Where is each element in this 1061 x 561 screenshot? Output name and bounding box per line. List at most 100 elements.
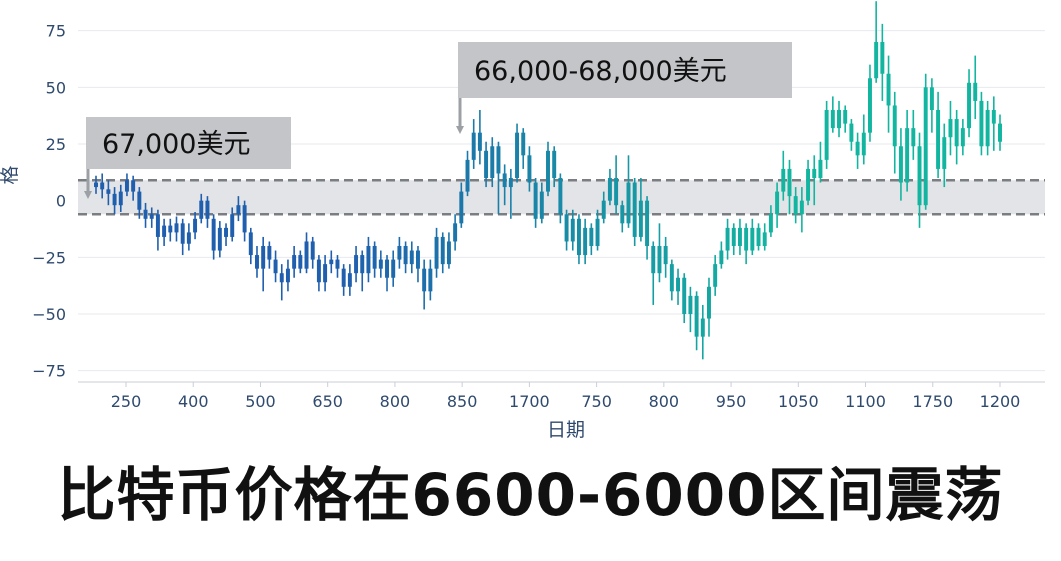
candle-body	[273, 259, 278, 274]
candle-body	[193, 218, 198, 233]
candle	[230, 207, 235, 242]
candle-body	[942, 137, 947, 169]
candle-body	[292, 255, 297, 269]
candle	[979, 91, 984, 156]
candle-body	[446, 241, 451, 265]
candle	[713, 255, 718, 296]
candle-body	[434, 236, 439, 269]
candle-body	[954, 119, 959, 147]
candle	[508, 168, 513, 219]
candle	[799, 187, 804, 233]
candles	[94, 1, 1002, 360]
candle	[372, 241, 377, 278]
x-tick-label: 400	[178, 392, 209, 411]
candle	[515, 123, 520, 183]
candle-body	[149, 214, 154, 219]
candle-body	[576, 218, 581, 256]
candle-body	[298, 255, 303, 269]
candle	[991, 96, 996, 151]
candle-body	[106, 189, 111, 194]
candle	[248, 227, 253, 265]
candle	[843, 105, 848, 133]
candle-body	[453, 223, 458, 242]
candle-body	[632, 182, 637, 237]
candle	[143, 202, 148, 228]
candle-body	[205, 200, 210, 219]
candle	[131, 175, 136, 201]
candle	[830, 96, 835, 133]
candle	[155, 209, 160, 251]
y-tick-label: 0	[56, 192, 66, 211]
candle-body	[892, 105, 897, 147]
candle-body	[521, 132, 526, 156]
candle-body	[546, 150, 550, 192]
candle	[385, 255, 389, 292]
candle-body	[118, 191, 123, 206]
candle	[929, 78, 934, 133]
candle-body	[341, 268, 346, 287]
candle	[737, 218, 742, 256]
candle	[298, 250, 303, 274]
candle-body	[595, 218, 600, 246]
candle-body	[217, 227, 222, 251]
candle	[874, 1, 879, 83]
x-axis-label: 日期	[547, 419, 585, 440]
candle	[576, 214, 581, 265]
candle-body	[960, 128, 965, 147]
candle	[812, 155, 817, 206]
candle-body	[638, 200, 643, 237]
y-axis-label: 格	[0, 165, 21, 184]
candle-body	[985, 110, 990, 147]
candle	[806, 159, 811, 206]
candle	[998, 114, 1002, 151]
candle	[837, 100, 841, 138]
candle	[787, 159, 792, 215]
candle-body	[651, 246, 656, 274]
candle	[106, 180, 111, 206]
candle-body	[267, 246, 272, 260]
candle-body	[385, 259, 389, 278]
candle	[459, 182, 464, 228]
candle-body	[360, 255, 365, 274]
candle-body	[564, 214, 569, 242]
candle	[781, 150, 786, 201]
candle-body	[137, 191, 142, 210]
candle	[304, 232, 309, 274]
candle	[967, 69, 972, 138]
candle	[917, 132, 922, 228]
candle-body	[614, 178, 619, 206]
candle-body	[539, 191, 544, 219]
candle-body	[923, 87, 928, 206]
candle	[607, 168, 612, 206]
x-tick-label: 950	[716, 392, 747, 411]
candle	[285, 259, 290, 292]
candle	[719, 241, 724, 269]
candle	[768, 205, 773, 237]
candle	[422, 259, 427, 310]
candle-body	[143, 209, 148, 219]
x-tick-label: 1050	[778, 392, 819, 411]
candle-body	[335, 259, 340, 269]
candle-body	[490, 146, 495, 178]
annotation-box-66000-68000	[458, 42, 792, 98]
candle	[100, 173, 105, 199]
y-tick-label: −75	[32, 362, 66, 381]
candle	[564, 209, 569, 251]
candle	[546, 141, 550, 197]
candle	[694, 291, 699, 351]
x-tick-label: 250	[111, 392, 142, 411]
candle-body	[211, 218, 216, 251]
candle-body	[799, 200, 804, 215]
x-tick-label: 1200	[980, 392, 1021, 411]
candle-body	[589, 227, 594, 246]
candle	[688, 286, 693, 333]
candle-body	[347, 273, 352, 287]
x-tick-label: 1100	[845, 392, 886, 411]
candle	[310, 236, 315, 269]
candle-body	[936, 110, 941, 169]
candle-body	[316, 259, 321, 283]
candle	[954, 110, 959, 165]
candle-body	[242, 205, 247, 233]
candle	[911, 110, 916, 160]
candle	[193, 212, 198, 240]
